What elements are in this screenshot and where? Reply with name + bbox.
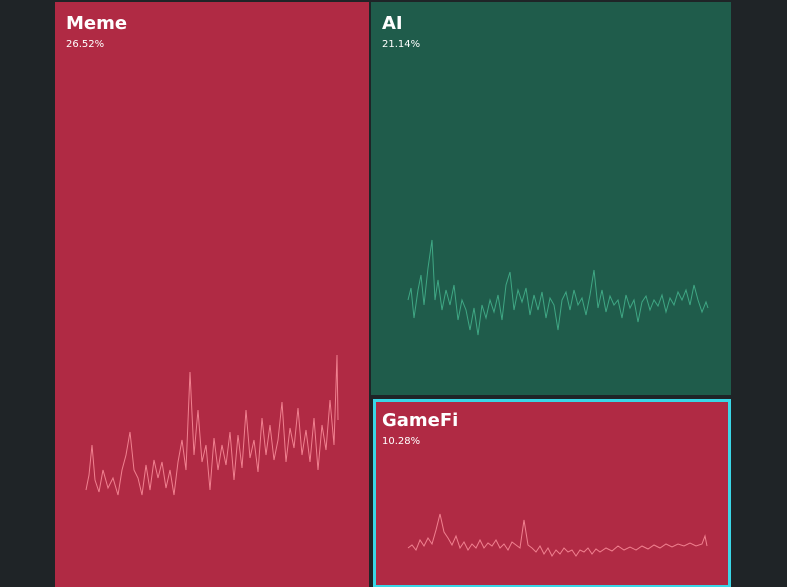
tile[interactable]: AI 21.14% [371, 2, 731, 395]
sparkline [407, 239, 709, 336]
tile-name: Meme [66, 13, 127, 34]
tile[interactable]: Meme 26.52% [55, 2, 369, 587]
tile-name: AI [382, 13, 403, 34]
tile-name: GameFi [382, 410, 458, 431]
tile-box [55, 2, 369, 587]
tile[interactable]: GameFi 10.28% [373, 399, 731, 587]
tile-box [371, 2, 731, 395]
tile-change: 21.14% [382, 39, 420, 50]
sparkline [407, 513, 708, 557]
tile-change: 26.52% [66, 39, 104, 50]
sparkline [85, 354, 339, 496]
tile-change: 10.28% [382, 436, 420, 447]
